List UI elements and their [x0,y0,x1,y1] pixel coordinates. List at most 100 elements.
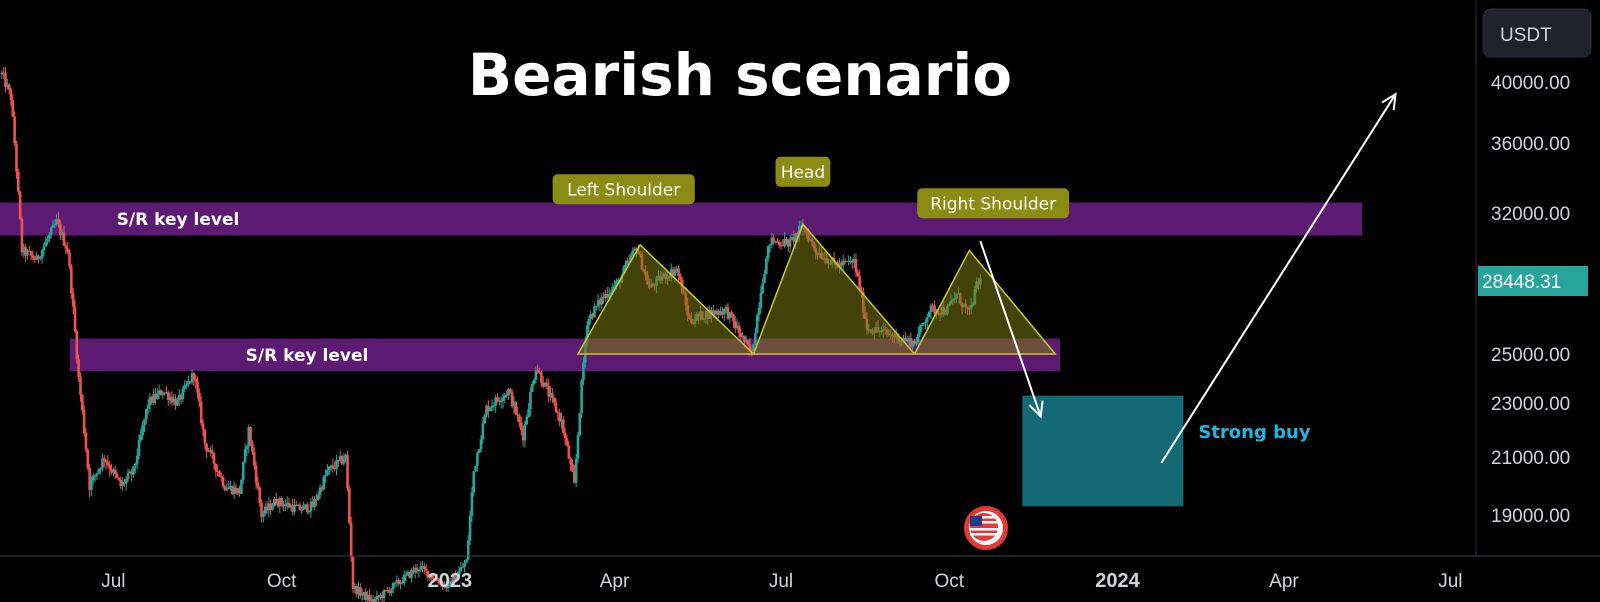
candle [915,342,918,345]
candle [774,240,777,243]
candle [134,463,137,467]
candle [571,464,574,472]
candle [902,338,905,341]
candle [423,566,426,569]
candle [838,262,841,268]
candle [154,394,157,399]
candle [146,405,150,409]
candle [128,471,132,474]
y-tick-label: 19000.00 [1491,506,1570,527]
candle [922,323,925,325]
candle [907,338,911,340]
candle [562,419,565,433]
sr-key-level-band [0,202,1362,236]
candle [282,503,285,507]
candle [150,396,154,403]
candle [161,393,165,396]
candle [560,419,563,422]
candle [225,488,229,491]
candle [168,396,172,401]
candle [371,598,375,602]
candle [311,501,315,508]
candle [461,566,465,568]
forecast-up-arrow [1160,93,1397,464]
candle [223,486,227,491]
candle [721,311,724,315]
candle [294,504,298,507]
candle [104,460,108,463]
candle [490,405,494,408]
candle [741,335,744,338]
candle [38,258,42,260]
candle [604,294,607,299]
candle [748,344,752,351]
candle [565,438,569,446]
strong-buy-zone [1022,395,1184,507]
candle [847,260,850,262]
candle [913,340,916,345]
candle [172,398,176,403]
candle [93,475,97,477]
candle [933,306,936,314]
y-tick-label: 25000.00 [1491,345,1570,366]
candle [170,396,174,403]
candle [66,248,69,253]
candle [157,390,161,394]
candle [185,384,188,386]
candle [525,416,529,425]
currency-button[interactable]: USDT [1482,8,1592,58]
candle [340,456,344,464]
candle [624,264,627,268]
candle [344,454,347,461]
candle [622,267,625,276]
candle [448,581,452,585]
candle [541,382,545,387]
us-flag-icon[interactable] [964,506,1008,550]
candle [123,481,126,484]
candle [424,568,428,571]
candle [754,333,757,345]
candle [499,401,503,403]
candle [176,400,179,406]
pattern-label-box [552,174,695,205]
candle [141,425,144,435]
candle [593,306,596,318]
candle [615,281,618,286]
candle [529,391,532,410]
candle [413,567,417,573]
candle [102,458,106,461]
candle [786,239,790,247]
candle [119,479,123,487]
candle [15,143,18,172]
candle [241,461,245,480]
forecast-up-arrow-head [1381,92,1397,111]
candle [790,237,794,239]
candle [772,237,775,243]
candle [280,497,283,504]
candle [115,473,119,478]
candle [35,255,38,260]
candle [726,306,730,319]
candle [329,465,333,467]
candle [254,465,258,483]
candle [743,335,746,342]
candle [353,586,357,589]
candle [263,506,267,514]
candle [29,251,33,256]
candle [349,522,353,558]
x-tick-label: 2024 [1095,570,1140,592]
candle [4,73,7,88]
candle [852,258,856,263]
candle [243,449,247,462]
candle [240,479,243,494]
candle [373,599,377,602]
candle [101,458,104,469]
candle [148,396,152,406]
candle [212,453,216,464]
candle [188,381,192,383]
candle [594,306,598,308]
candle [209,450,212,452]
candle [91,475,95,481]
